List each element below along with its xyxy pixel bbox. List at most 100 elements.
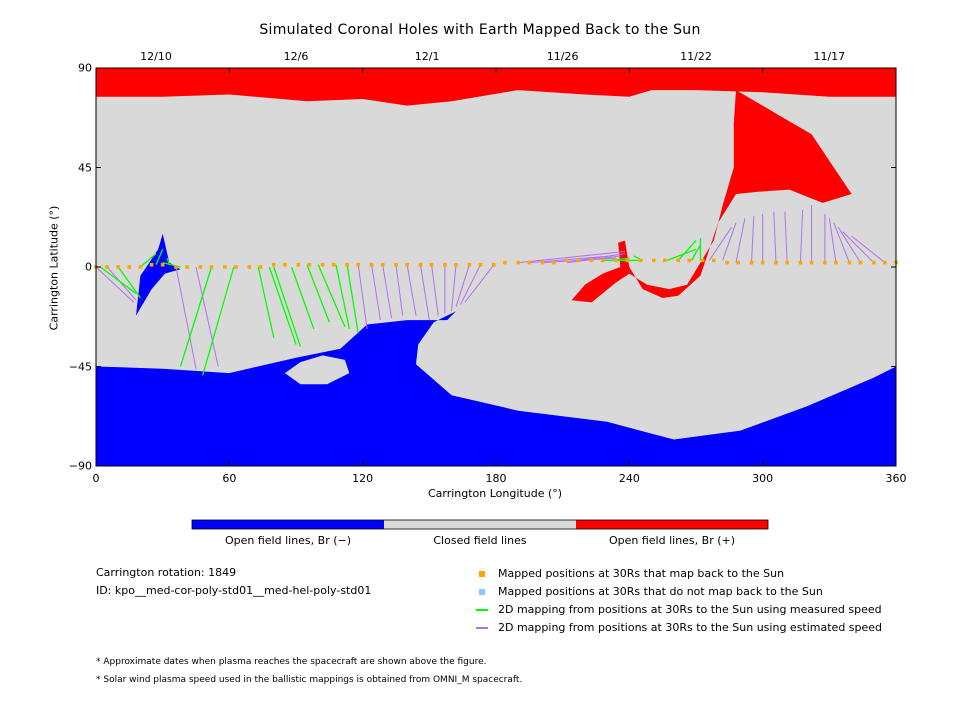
estimated-mapping-line-34 <box>842 231 875 263</box>
mapped-point-3 <box>127 265 132 269</box>
x-tick-label: 0 <box>92 472 100 485</box>
chart-title: Simulated Coronal Holes with Earth Mappe… <box>259 22 701 38</box>
measured-mapping-line-8 <box>257 266 275 338</box>
mapped-point-51 <box>711 258 716 263</box>
mapped-point-18 <box>307 262 312 267</box>
estimated-mapping-line-14 <box>459 264 481 305</box>
mapped-point-10 <box>209 265 214 269</box>
mapped-point-63 <box>858 260 863 265</box>
colorbar-segment-1 <box>384 520 576 529</box>
measured-mapping-line-10 <box>273 266 302 347</box>
estimated-mapping-line-27 <box>784 211 788 263</box>
mapped-point-23 <box>369 262 374 267</box>
measured-mapping-line-12 <box>306 264 330 323</box>
measured-mapping-line-7 <box>202 266 235 376</box>
estimated-mapping-line-8 <box>406 264 417 316</box>
date-tick-label: 12/10 <box>140 50 172 63</box>
mapped-point-7 <box>174 265 178 269</box>
x-axis-label: Carrington Longitude (°) <box>427 487 563 500</box>
mapped-point-49 <box>687 258 692 263</box>
estimated-mapping-line-4 <box>357 264 368 329</box>
measured-mapping-line-0 <box>100 266 137 295</box>
mapped-point-32 <box>478 262 483 267</box>
mapped-point-19 <box>320 262 325 267</box>
measured-mapping-line-6 <box>179 266 213 367</box>
measured-mapping-line-13 <box>317 264 346 327</box>
estimated-mapping-line-13 <box>455 264 470 307</box>
mapped-point-46 <box>651 258 656 263</box>
measured-mapping-line-9 <box>268 266 297 345</box>
estimated-mapping-line-7 <box>395 264 404 316</box>
negative-polarity-region-0 <box>96 311 896 466</box>
colorbar-segment-2 <box>576 520 768 529</box>
estimated-mapping-line-15 <box>464 264 495 303</box>
x-tick-label: 120 <box>352 472 374 485</box>
mapped-point-60 <box>823 260 827 265</box>
estimated-mapping-line-20 <box>578 253 625 261</box>
measured-mapping-line-14 <box>335 264 350 330</box>
mapped-point-8 <box>185 265 189 269</box>
mapped-point-6 <box>160 262 165 267</box>
mapped-point-16 <box>283 262 287 267</box>
date-tick-label: 12/6 <box>283 50 309 63</box>
colorbar-segment-0 <box>192 520 384 529</box>
measured-mapping-line-3 <box>155 249 164 266</box>
date-tick-label: 11/17 <box>813 50 846 63</box>
x-tick-label: 360 <box>885 472 907 485</box>
measured-mapping-line-15 <box>346 264 359 334</box>
mapped-point-53 <box>736 260 741 265</box>
positive-polarity-region-1 <box>571 90 852 303</box>
estimated-mapping-line-35 <box>851 235 886 263</box>
negative-polarity-region-1 <box>136 233 181 316</box>
mapped-point-59 <box>809 260 814 265</box>
carrington-rotation-label: Carrington rotation: 1849 <box>96 566 237 579</box>
mapped-point-24 <box>380 262 385 267</box>
estimated-mapping-line-10 <box>431 264 439 316</box>
mapped-point-14 <box>258 265 263 269</box>
mapped-point-31 <box>467 262 472 267</box>
estimated-mapping-line-23 <box>735 218 746 263</box>
legend-marker-2 <box>476 609 488 611</box>
estimated-mapping-line-12 <box>451 264 457 312</box>
estimated-mapping-line-22 <box>722 222 737 261</box>
footnote-dates: * Approximate dates when plasma reaches … <box>96 657 487 667</box>
estimated-mapping-line-6 <box>382 264 393 318</box>
legend-marker-1 <box>479 589 485 595</box>
mapped-point-45 <box>638 258 643 263</box>
mapped-point-42 <box>600 258 605 263</box>
colorbar-frame <box>191 519 769 530</box>
legend-marker-0 <box>479 571 485 577</box>
mapped-point-48 <box>676 258 681 263</box>
legend-label-0: Mapped positions at 30Rs that map back t… <box>498 567 785 580</box>
y-axis-label: Carrington Latitude (°) <box>47 205 61 331</box>
legend-label-1: Mapped positions at 30Rs that do not map… <box>498 585 823 598</box>
estimated-mapping-line-2 <box>175 266 197 369</box>
mapped-point-50 <box>700 258 705 263</box>
mapped-point-44 <box>625 258 629 263</box>
mapped-point-61 <box>834 260 838 265</box>
legend-label-3: 2D mapping from positions at 30Rs to the… <box>498 621 883 634</box>
x-tick-label: 240 <box>618 472 640 485</box>
mapped-point-15 <box>271 262 276 267</box>
mapped-point-64 <box>871 260 876 265</box>
x-tick-label: 300 <box>752 472 774 485</box>
mapped-point-13 <box>247 265 252 269</box>
mapped-point-11 <box>223 265 227 269</box>
mapped-point-22 <box>356 262 361 267</box>
mapped-point-17 <box>296 262 301 267</box>
measured-mapping-line-11 <box>290 266 315 330</box>
date-tick-label: 11/26 <box>546 50 579 63</box>
mapped-point-26 <box>405 262 409 267</box>
estimated-mapping-line-21 <box>708 226 732 261</box>
closed-field-island <box>284 355 350 385</box>
mapped-point-4 <box>138 265 143 269</box>
mapped-point-62 <box>847 260 852 265</box>
estimated-mapping-line-0 <box>95 266 135 303</box>
mapped-point-39 <box>565 258 569 263</box>
estimated-mapping-line-31 <box>828 218 837 263</box>
mapped-point-9 <box>198 265 203 269</box>
run-id-label: ID: kpo__med-cor-poly-std01__med-hel-pol… <box>96 584 372 597</box>
x-tick-label: 60 <box>222 472 237 485</box>
mapped-point-40 <box>576 258 581 263</box>
date-tick-label: 11/22 <box>680 50 712 63</box>
